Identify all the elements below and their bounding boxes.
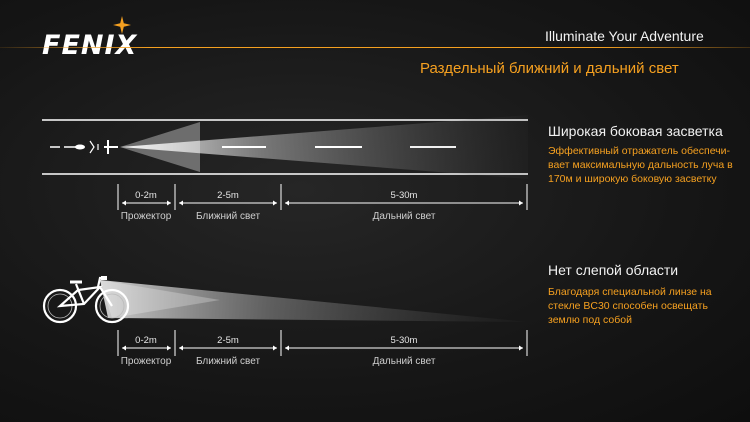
- tagline: Illuminate Your Adventure: [545, 28, 704, 44]
- section-wide-title: Широкая боковая засветка: [548, 123, 723, 139]
- label-top-1: Ближний свет: [195, 211, 261, 222]
- range-top-0: 0-2m: [135, 190, 157, 201]
- slide-title: Раздельный ближний и дальний свет: [420, 60, 679, 77]
- range-bottom-0: 0-2m: [135, 335, 157, 346]
- beam-low-group: [100, 280, 528, 322]
- range-bottom-1: 2-5m: [217, 335, 239, 346]
- range-top-2: 5-30m: [390, 190, 418, 201]
- road-top: [42, 115, 528, 179]
- fenix-star-icon: [113, 16, 131, 34]
- range-top-1: 2-5m: [217, 190, 239, 201]
- section-blind-description: Благодаря специальной линзе на стекле BC…: [548, 285, 748, 327]
- label-bottom-0: Прожектор: [120, 356, 172, 367]
- desc-line: стекле BC30 способен освещать: [548, 300, 708, 312]
- label-bottom-2: Дальний свет: [372, 356, 436, 367]
- desc-line: Благодаря специальной линзе на: [548, 286, 712, 298]
- desc-line: землю под собой: [548, 314, 632, 326]
- desc-line: вает максимальную дальность луча в: [548, 159, 733, 171]
- desc-line: 170м и широкую боковую засветку: [548, 173, 717, 185]
- section-blind-title: Нет слепой области: [548, 262, 679, 278]
- label-bottom-1: Ближний свет: [195, 356, 261, 367]
- bike-topview-icon: [50, 140, 118, 154]
- ruler-bottom: [117, 330, 528, 356]
- range-bottom-2: 5-30m: [390, 335, 418, 346]
- ruler-top: [117, 184, 528, 210]
- label-top-2: Дальний свет: [372, 211, 436, 222]
- desc-line: Эффективный отражатель обеспечи-: [548, 145, 731, 157]
- fenix-logo: FENIX: [42, 30, 138, 61]
- label-top-0: Прожектор: [120, 211, 172, 222]
- header-divider: [0, 47, 750, 48]
- section-wide-description: Эффективный отражатель обеспечи- вает ма…: [548, 144, 748, 186]
- beam-low: [100, 280, 528, 322]
- bicycle-icon: [42, 276, 130, 324]
